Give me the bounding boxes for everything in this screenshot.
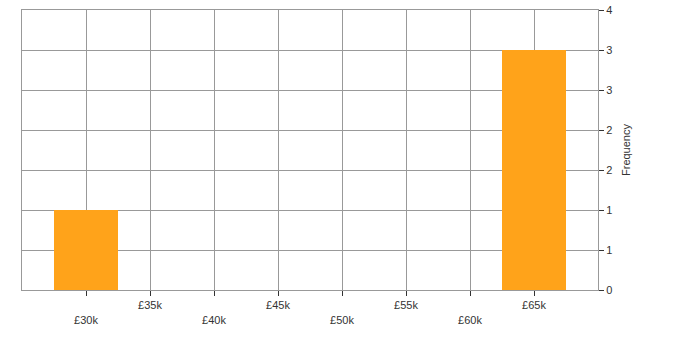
svg-text:£60k: £60k (458, 314, 482, 326)
svg-text:£30k: £30k (74, 314, 98, 326)
svg-text:Frequency: Frequency (620, 124, 632, 176)
svg-text:2: 2 (606, 124, 612, 136)
svg-text:£45k: £45k (266, 299, 290, 311)
svg-text:£50k: £50k (330, 314, 354, 326)
svg-text:3: 3 (606, 84, 612, 96)
svg-text:£65k: £65k (522, 299, 546, 311)
svg-text:3: 3 (606, 44, 612, 56)
svg-text:4: 4 (606, 4, 612, 16)
svg-text:2: 2 (606, 164, 612, 176)
svg-text:1: 1 (606, 204, 612, 216)
svg-text:1: 1 (606, 244, 612, 256)
svg-text:£40k: £40k (202, 314, 226, 326)
svg-text:£35k: £35k (138, 299, 162, 311)
svg-text:0: 0 (606, 284, 612, 296)
svg-text:£55k: £55k (394, 299, 418, 311)
